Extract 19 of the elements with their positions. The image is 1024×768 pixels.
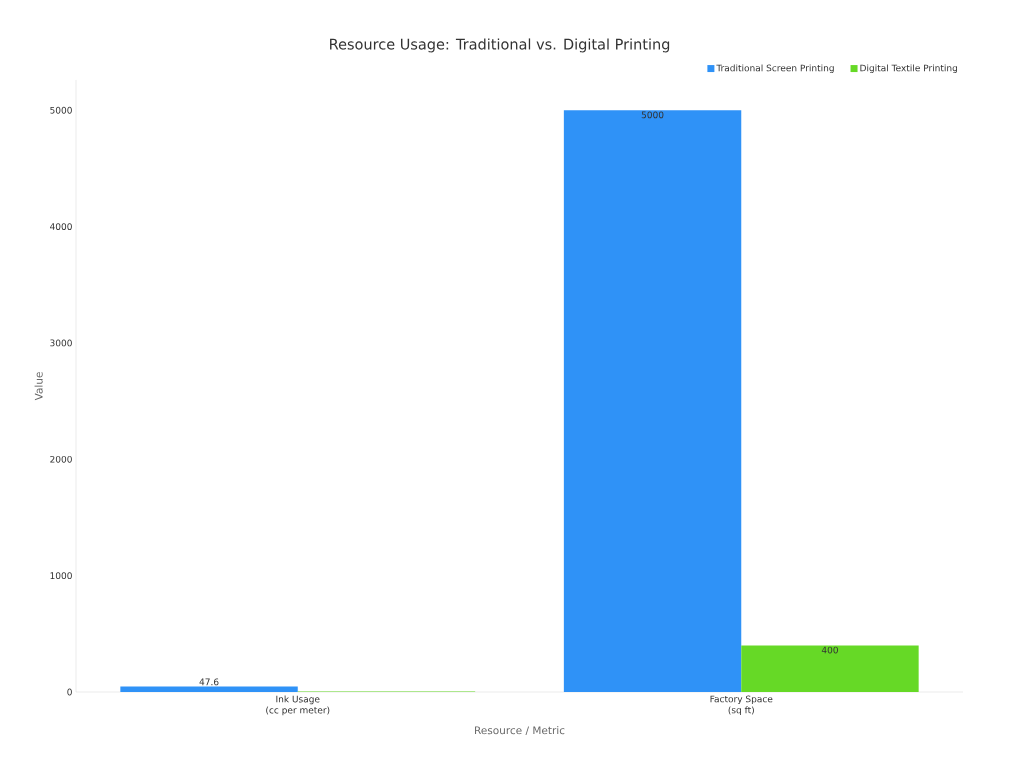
x-tick-label: Ink Usage (cc per meter) xyxy=(266,695,330,716)
x-tick-label: Factory Space (sq ft) xyxy=(710,695,773,716)
bar xyxy=(741,645,919,692)
y-axis-title: Value xyxy=(34,372,43,401)
x-axis-title: Resource / Metric xyxy=(475,726,565,736)
data-label: 400 xyxy=(821,646,838,654)
y-tick-label: 1000 xyxy=(50,572,72,580)
y-tick-label: 5000 xyxy=(50,106,72,114)
y-tick-label: 2000 xyxy=(50,455,72,463)
y-tick-label: 4000 xyxy=(50,223,72,230)
bar xyxy=(120,686,298,692)
data-label: 47.6 xyxy=(199,678,219,686)
data-label: 5000 xyxy=(641,111,664,119)
y-tick-label: 0 xyxy=(67,688,72,696)
y-tick-label: 3000 xyxy=(50,339,72,347)
chart-title: Resource Usage: Traditional vs. Digital Printing xyxy=(330,38,670,53)
bar xyxy=(563,110,742,692)
legend-label: Digital Textile Printing xyxy=(860,64,958,74)
legend-label: Traditional Screen Printing xyxy=(716,64,834,74)
